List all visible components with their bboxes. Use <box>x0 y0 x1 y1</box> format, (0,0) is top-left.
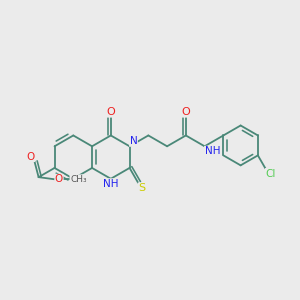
Text: N: N <box>130 136 137 146</box>
Text: NH: NH <box>205 146 220 156</box>
Text: S: S <box>138 183 146 193</box>
Text: CH₃: CH₃ <box>70 175 87 184</box>
Text: O: O <box>106 107 115 117</box>
Text: O: O <box>26 152 34 162</box>
Text: O: O <box>182 107 190 117</box>
Text: NH: NH <box>103 179 118 189</box>
Text: Cl: Cl <box>266 169 276 178</box>
Text: O: O <box>55 174 63 184</box>
